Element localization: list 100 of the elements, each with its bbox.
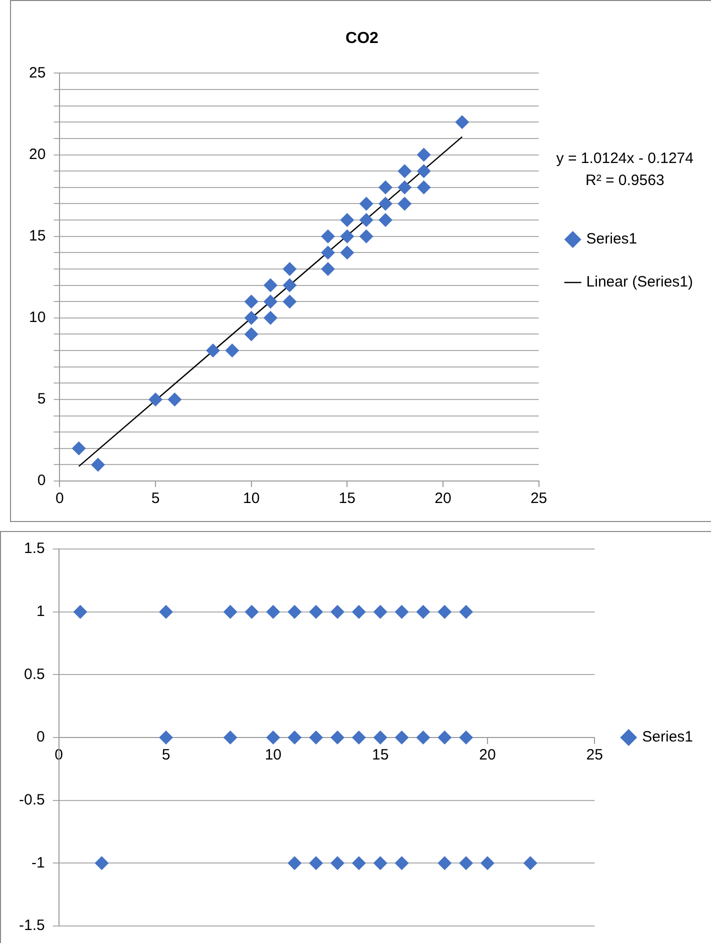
text: y = 1.0124x - 0.1274 [556,150,694,168]
point [244,604,259,619]
point [416,164,431,178]
point [416,604,430,619]
point [340,213,354,228]
point [320,262,335,276]
point [373,604,388,619]
y-tick-label: -1 [32,854,45,872]
point [438,604,452,619]
x-tick-label: 15 [338,490,356,508]
x-tick-label: 10 [264,746,282,764]
x-tick-label: 20 [479,746,496,764]
point [359,229,374,244]
point [168,392,182,406]
y-tick-label: 0 [36,728,45,746]
point [282,294,297,309]
point [288,856,302,870]
point [263,278,278,292]
y-tick-label: 0 [37,472,46,490]
point [416,148,431,162]
chart-title: CO2 [346,30,379,48]
point [373,856,388,870]
y-tick-label: 20 [28,146,46,163]
y-tick-label: -1.5 [18,917,45,934]
point [223,730,238,744]
point [459,856,474,870]
point [398,164,412,178]
point [94,856,109,870]
point [394,604,409,619]
point [309,730,324,744]
point [359,213,374,228]
y-tick-label: 1 [36,602,45,620]
point [288,604,302,619]
point [480,856,494,870]
point [91,458,106,472]
point [438,856,452,870]
x-tick-label: 5 [151,490,160,508]
point [455,115,470,130]
y-tick-label: -0.5 [18,791,45,808]
point [398,196,412,211]
point [394,856,409,870]
x-tick-label: 0 [56,490,64,508]
point [73,604,88,619]
point [378,213,392,228]
point [330,604,344,619]
point [320,246,335,260]
y-tick-label: 25 [28,64,46,82]
point [206,344,220,358]
point [266,604,280,619]
legend-label: Linear (Series1) [586,274,694,291]
point [244,294,258,309]
point [330,730,344,744]
point [340,229,354,244]
x-tick-label: 10 [242,490,260,508]
text: R² = 0.9563 [585,172,664,190]
y-tick-label: 5 [37,390,46,408]
point [340,246,354,260]
point [373,730,388,744]
point [398,180,412,194]
point [359,196,374,211]
point [263,310,278,325]
x-tick-label: 25 [530,490,548,508]
point [330,856,344,870]
y-tick-label: 15 [28,227,46,244]
y-tick-label: 1.5 [24,540,45,558]
point [523,856,538,870]
legend-label: Series1 [586,230,638,248]
x-tick-label: 5 [162,746,170,764]
x-tick-label: 25 [586,746,603,764]
point [263,294,278,309]
point [320,229,335,244]
y-tick-label: 10 [28,309,46,326]
point [459,730,474,744]
point [438,730,452,744]
point [266,730,280,744]
point [378,180,392,194]
legend-label: Series1 [642,728,693,746]
point [282,278,297,292]
point [416,180,431,194]
x-tick-label: 20 [434,490,452,508]
point [416,730,430,744]
point [309,604,324,619]
point [352,604,366,619]
point [378,196,392,211]
point [148,392,163,406]
point [288,730,302,744]
point [223,604,238,619]
point [459,604,474,619]
point [352,730,366,744]
point [309,856,324,870]
point [244,327,258,342]
point [159,730,174,744]
point [72,441,86,456]
y-tick-label: 0.5 [24,666,45,683]
point [159,604,174,619]
point [282,262,297,276]
x-tick-label: 15 [372,746,389,764]
point [225,344,240,358]
point [244,310,258,325]
point [352,856,366,870]
